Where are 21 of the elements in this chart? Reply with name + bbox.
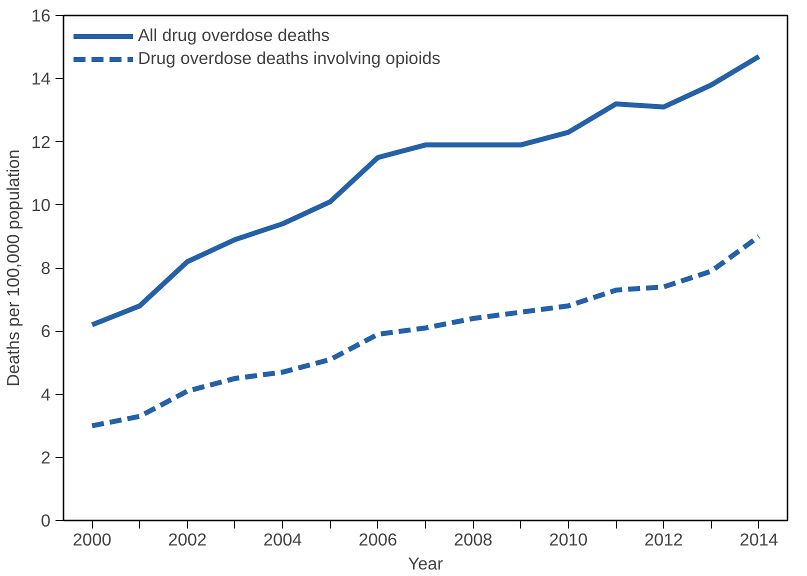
x-tick-label: 2002	[168, 530, 207, 550]
x-tick-label: 2000	[72, 530, 112, 550]
y-tick-label: 0	[40, 510, 51, 530]
x-tick-label: 2014	[740, 530, 779, 550]
x-tick-label: 2010	[549, 530, 588, 550]
y-axis-title: Deaths per 100,000 population	[3, 149, 24, 386]
y-tick-label: 6	[40, 321, 51, 342]
y-tick-label: 12	[31, 132, 51, 152]
y-tick-label: 10	[31, 194, 51, 215]
y-tick-label: 16	[31, 6, 51, 26]
y-tick-label: 14	[31, 68, 51, 89]
y-tick-label: 4	[40, 384, 51, 404]
x-axis-title: Year	[408, 554, 444, 574]
y-tick-label: 8	[40, 258, 51, 278]
x-tick-label: 2006	[358, 530, 398, 550]
x-tick-label: 2012	[644, 530, 683, 550]
legend-label: Drug overdose deaths involving opioids	[138, 48, 440, 69]
legend-label: All drug overdose deaths	[138, 25, 330, 46]
x-tick-label: 2004	[263, 530, 302, 550]
x-tick-label: 2008	[454, 530, 492, 550]
y-tick-label: 2	[40, 447, 51, 468]
